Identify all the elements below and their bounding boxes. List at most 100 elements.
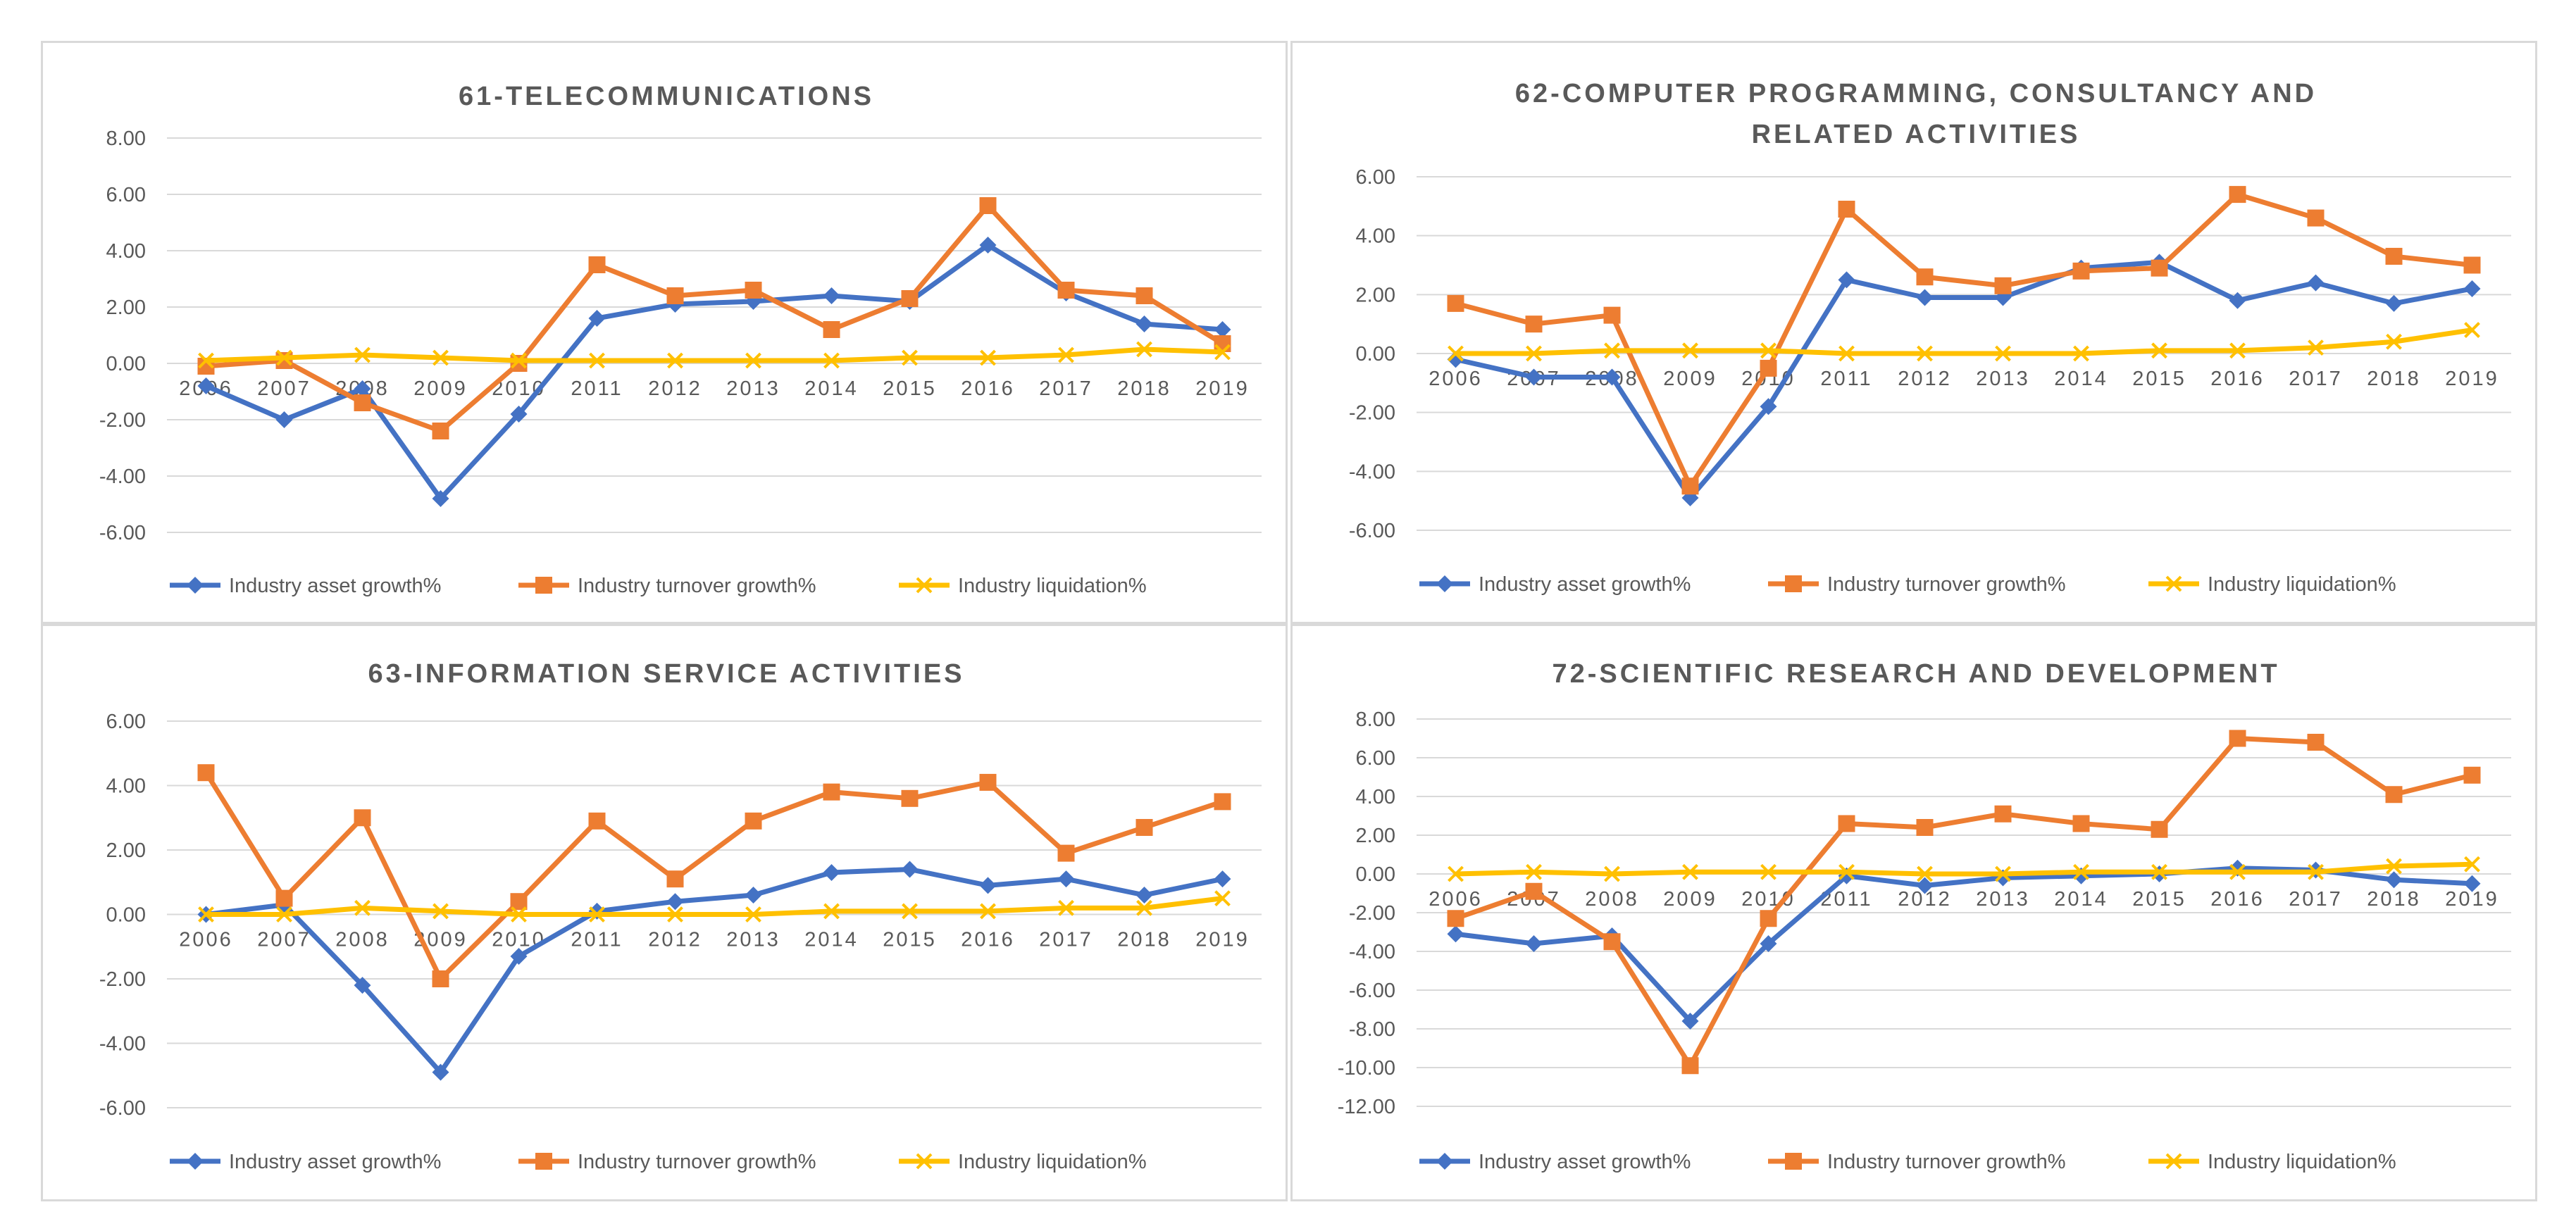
data-point bbox=[1057, 282, 1075, 299]
data-point bbox=[1448, 345, 1464, 362]
chart-title: 63-INFORMATION SERVICE ACTIVITIES bbox=[368, 659, 964, 689]
series-industry-liquidation bbox=[1448, 856, 2480, 882]
series-line bbox=[1455, 327, 2473, 356]
data-point bbox=[2151, 863, 2167, 880]
y-tick-label: 2.00 bbox=[106, 839, 146, 862]
data-point bbox=[1214, 870, 1231, 888]
data-point bbox=[2386, 858, 2402, 875]
chart-svg: 72-SCIENTIFIC RESEARCH AND DEVELOPMENT 8.… bbox=[1338, 659, 2511, 1173]
legend-label: Industry asset growth% bbox=[1479, 1151, 1691, 1173]
data-point bbox=[1681, 1057, 1699, 1075]
legend-label: Industry liquidation% bbox=[2208, 573, 2396, 596]
series-industry-turnover-growth bbox=[1447, 730, 2481, 1075]
y-tick-label: 4.00 bbox=[1356, 225, 1395, 248]
legend-marker bbox=[535, 577, 552, 594]
y-tick-label: 6.00 bbox=[1356, 747, 1395, 770]
y-tick-label: -6.00 bbox=[1349, 520, 1395, 542]
data-point bbox=[432, 490, 449, 507]
x-tick-label: 2019 bbox=[1195, 377, 1250, 400]
x-tick-label: 2014 bbox=[2054, 888, 2108, 911]
data-point bbox=[1214, 344, 1231, 361]
data-point bbox=[2385, 294, 2403, 312]
legend-label: Industry asset growth% bbox=[1479, 573, 1691, 596]
chart-svg: 62-COMPUTER PROGRAMMING, CONSULTANCY AND… bbox=[1349, 79, 2511, 596]
x-tick-label: 2019 bbox=[2445, 888, 2499, 911]
data-point bbox=[1058, 346, 1074, 363]
data-point bbox=[745, 906, 761, 923]
data-point bbox=[2463, 875, 2481, 892]
legend: Industry asset growth% Industry turnover … bbox=[1419, 573, 2396, 596]
chart-scientific-research: 72-SCIENTIFIC RESEARCH AND DEVELOPMENT 8.… bbox=[1290, 624, 2537, 1201]
data-point bbox=[666, 893, 684, 911]
y-tick-label: 2.00 bbox=[1356, 825, 1395, 847]
y-tick-label: -2.00 bbox=[1349, 902, 1395, 925]
y-tick-label: 6.00 bbox=[106, 711, 146, 733]
x-tick-label: 2017 bbox=[2289, 888, 2343, 911]
chart-title: 72-SCIENTIFIC RESEARCH AND DEVELOPMENT bbox=[1552, 659, 2279, 689]
data-point bbox=[2229, 342, 2246, 359]
y-tick-label: -4.00 bbox=[1349, 461, 1395, 483]
data-point bbox=[1136, 899, 1152, 916]
data-point bbox=[1760, 359, 1777, 377]
y-tick-label: 0.00 bbox=[106, 353, 146, 375]
gridlines bbox=[1417, 176, 2511, 531]
data-point bbox=[2307, 209, 2325, 227]
x-tick-label: 2018 bbox=[2367, 368, 2421, 390]
x-tick-label: 2012 bbox=[1898, 368, 1952, 390]
data-point bbox=[1681, 477, 1699, 495]
data-point bbox=[588, 902, 606, 920]
data-point bbox=[1994, 277, 2012, 294]
chart-svg: 61-TELECOMMUNICATIONS 8.00 6.00 4.00 2.00 0.0… bbox=[99, 82, 1262, 597]
data-point bbox=[2308, 339, 2324, 356]
data-point bbox=[276, 349, 292, 366]
x-tick-label: 2012 bbox=[648, 929, 702, 951]
data-point bbox=[1682, 342, 1698, 359]
x-tick-label: 2013 bbox=[726, 929, 780, 951]
data-point bbox=[1447, 294, 1464, 312]
data-point bbox=[666, 870, 684, 888]
data-point bbox=[433, 349, 449, 366]
x-tick-label: 2006 bbox=[1429, 368, 1483, 390]
x-tick-label: 2006 bbox=[1429, 888, 1483, 911]
data-point bbox=[2464, 322, 2480, 338]
chart-title: RELATED ACTIVITIES bbox=[1752, 120, 2081, 149]
y-tick-label: 6.00 bbox=[106, 184, 146, 206]
data-point bbox=[1995, 865, 2011, 882]
series-line bbox=[206, 203, 1224, 434]
data-point bbox=[1057, 870, 1075, 888]
data-point bbox=[2229, 863, 2246, 880]
y-tick-label: 4.00 bbox=[106, 240, 146, 263]
x-tick-label: 2017 bbox=[2289, 368, 2343, 390]
data-point bbox=[823, 352, 840, 369]
data-point bbox=[2151, 259, 2168, 277]
x-tick-label: 2016 bbox=[961, 929, 1015, 951]
x-tick-label: 2014 bbox=[2054, 368, 2108, 390]
data-point bbox=[354, 809, 371, 827]
y-tick-label: 6.00 bbox=[1356, 166, 1395, 189]
x-tick-label: 2011 bbox=[571, 929, 623, 951]
data-point bbox=[432, 970, 449, 987]
y-tick-label: -2.00 bbox=[99, 968, 146, 991]
legend-marker bbox=[1785, 1153, 1802, 1170]
series-industry-liquidation bbox=[198, 890, 1231, 923]
data-point bbox=[2463, 280, 2481, 297]
y-tick-label: -4.00 bbox=[99, 1033, 146, 1056]
legend-marker bbox=[916, 1153, 933, 1170]
y-tick-label: -6.00 bbox=[99, 1097, 146, 1120]
y-tick-label: 0.00 bbox=[1356, 343, 1395, 365]
data-point bbox=[823, 287, 840, 304]
data-point bbox=[2229, 292, 2246, 309]
data-point bbox=[1838, 815, 1855, 832]
series-industry-liquidation bbox=[198, 341, 1231, 369]
legend-marker bbox=[2165, 1153, 2182, 1170]
x-tick-label: 2014 bbox=[804, 377, 859, 400]
data-point bbox=[1057, 844, 1075, 862]
data-point bbox=[980, 903, 996, 920]
data-point bbox=[1447, 925, 1464, 943]
x-tick-label: 2007 bbox=[257, 929, 311, 951]
data-point bbox=[1682, 863, 1698, 880]
legend-item: Industry turnover growth% bbox=[1768, 1151, 2065, 1173]
data-point bbox=[823, 864, 840, 882]
data-point bbox=[745, 812, 762, 830]
